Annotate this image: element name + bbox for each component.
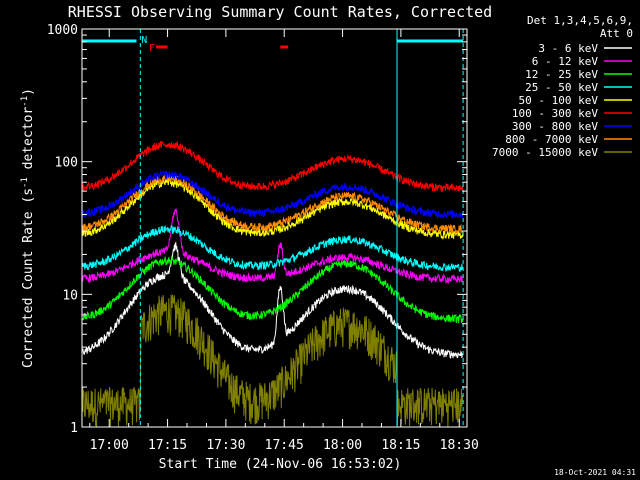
series-line — [82, 255, 464, 324]
x-tick-label: 18:00 — [323, 438, 362, 453]
y-axis-label-main: Corrected Count Rate (s — [21, 188, 36, 368]
x-tick-label: 17:00 — [90, 438, 129, 453]
x-tick-label: 17:15 — [148, 438, 187, 453]
y-tick-label: 1000 — [47, 23, 78, 38]
legend-entry-label: 6 - 12 keV — [532, 55, 599, 68]
series-layer — [82, 140, 464, 427]
legend-entry-label: 7000 - 15000 keV — [492, 146, 598, 159]
x-tick-label: 17:30 — [206, 438, 245, 453]
series-line — [82, 173, 464, 235]
x-axis: 17:00 17:15 17:30 17:45 18:00 18:15 18:30 — [89, 29, 479, 453]
legend-entry-label: 300 - 800 keV — [512, 120, 598, 133]
y-axis-label-exp2: -1 — [20, 96, 30, 107]
y-axis: 1 10 100 1000 — [47, 23, 467, 436]
y-axis-label-end: ) — [21, 88, 36, 96]
legend-header-line-2: Att 0 — [600, 27, 633, 40]
legend-header-line-1: Det 1,3,4,5,6,9, — [527, 14, 633, 27]
x-tick-label: 18:15 — [381, 438, 420, 453]
y-tick-label: 10 — [62, 288, 78, 303]
legend-entry-label: 25 - 50 keV — [525, 81, 598, 94]
x-tick-label: 18:30 — [440, 438, 479, 453]
x-axis-label: Start Time (24-Nov-06 16:53:02) — [159, 457, 402, 472]
series-line — [82, 294, 464, 427]
legend-entry-label: 3 - 6 keV — [538, 42, 598, 55]
y-axis-label: Corrected Count Rate (s-1 detector-1) — [20, 88, 36, 368]
y-axis-label-mid: detector — [21, 107, 36, 178]
night-marker-label: N — [141, 35, 147, 46]
series-line — [82, 241, 464, 359]
y-tick-label: 100 — [55, 156, 78, 171]
y-tick-label: 1 — [70, 421, 78, 436]
plot-frame — [81, 28, 468, 428]
chart-title: RHESSI Observing Summary Count Rates, Co… — [68, 3, 492, 21]
series-line — [82, 178, 464, 240]
y-axis-label-exp1: -1 — [20, 177, 30, 188]
legend-entry-label: 50 - 100 keV — [519, 94, 599, 107]
series-line — [82, 208, 464, 285]
x-tick-label: 17:45 — [265, 438, 304, 453]
legend-entry-label: 12 - 25 keV — [525, 68, 598, 81]
marker-layer: NF — [82, 29, 464, 427]
legend-entry-label: 100 - 300 keV — [512, 107, 598, 120]
series-line — [82, 169, 464, 220]
series-line — [82, 140, 464, 193]
flare-marker-label: F — [149, 43, 155, 54]
series-line — [82, 225, 464, 273]
legend-entry-label: 800 - 7000 keV — [505, 133, 598, 146]
footer-timestamp: 18-Oct-2021 04:31 — [554, 468, 636, 477]
